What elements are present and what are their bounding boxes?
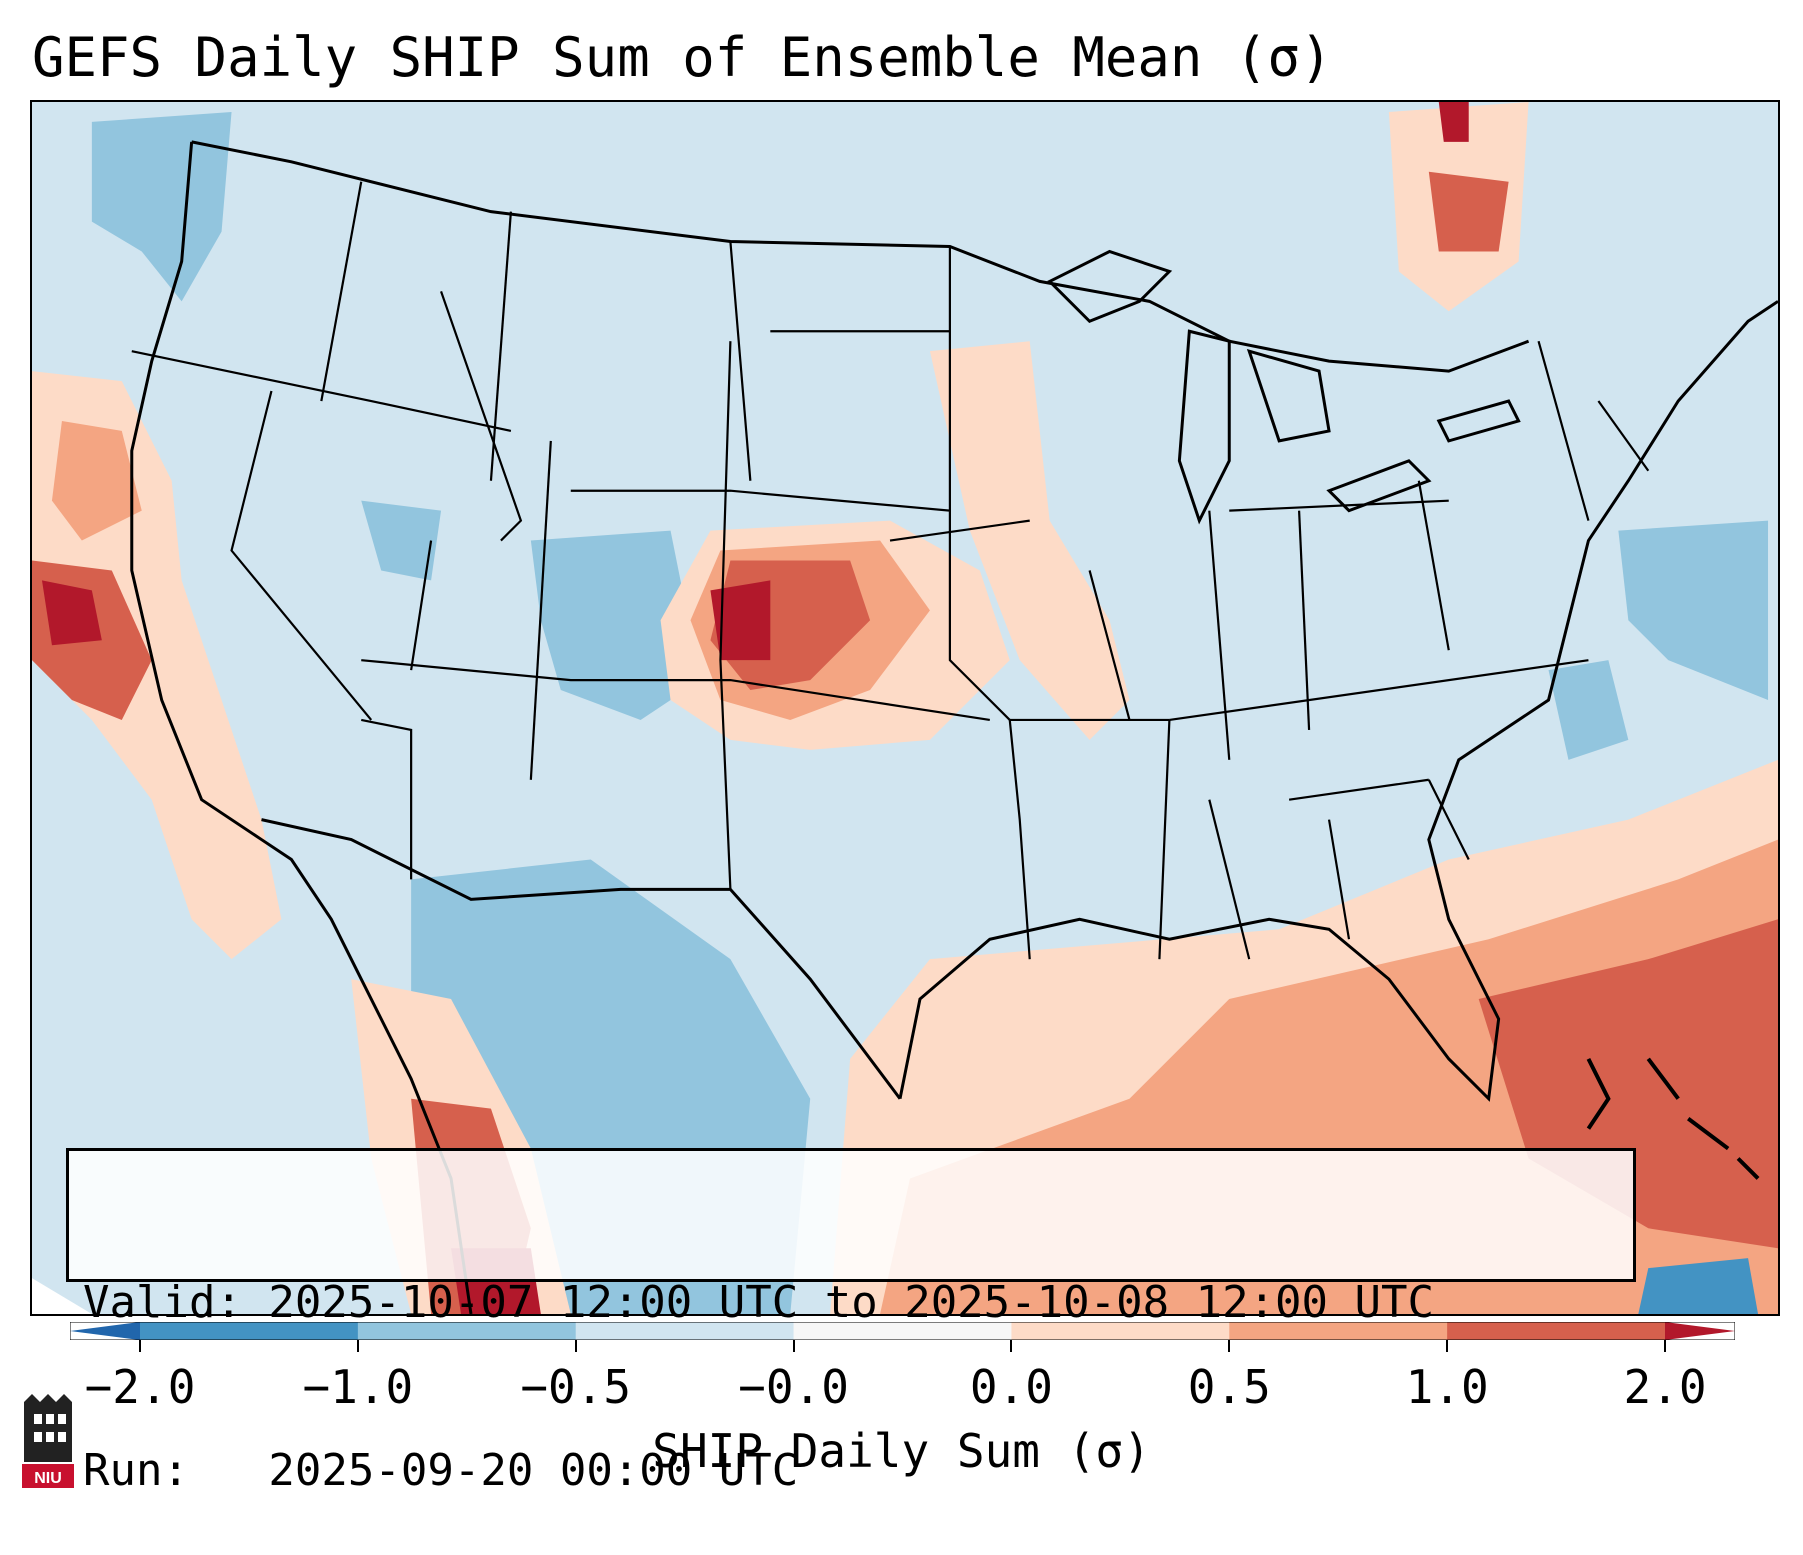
colorbar-bin (70, 1322, 140, 1340)
region-quebec-pos-strong (1428, 171, 1509, 252)
region-pacific-pos-mid (51, 420, 142, 541)
region-quebec-pos-max (1438, 102, 1469, 142)
colorbar-bin (357, 1322, 577, 1340)
logo-badge (22, 1464, 74, 1488)
colorbar-tick-mark (792, 1340, 795, 1352)
colorbar-tick-label: 2.0 (1623, 1360, 1707, 1414)
caribbean-islands (1586, 1057, 1760, 1180)
valid-time-text: Valid: 2025-10-07 12:00 UTC to 2025-10-0… (83, 1277, 1435, 1328)
chart-title: GEFS Daily SHIP Sum of Ensemble Mean (σ) (32, 26, 1333, 89)
colorbar-tick-mark (1010, 1340, 1013, 1352)
lake-michigan (1177, 329, 1231, 525)
map-svg (32, 102, 1778, 1314)
map-frame (30, 100, 1780, 1316)
colorbar-tick-mark (1228, 1340, 1231, 1352)
colorbar-tick-mark (356, 1340, 359, 1352)
colorbar-tick-mark (139, 1340, 141, 1352)
colorbar-tick-label: 0.0 (969, 1360, 1053, 1414)
colorbar-label: SHIP Daily Sum (σ) (652, 1424, 1151, 1478)
run-time-text: Run: 2025-09-20 00:00 UTC (83, 1445, 799, 1496)
colorbar (70, 1322, 1735, 1340)
colorbar-bin (1011, 1322, 1230, 1340)
coastline-west (130, 141, 473, 1314)
region-caribbean-negative (1638, 1258, 1759, 1314)
colorbar-tick-label: −1.0 (302, 1360, 414, 1414)
colorbar-bin (793, 1322, 1012, 1340)
border-us-canada (191, 140, 1530, 373)
logo-tower-icon (24, 1394, 72, 1462)
colorbar-tick-mark (574, 1340, 577, 1352)
colorbar-tick-label: −2.0 (84, 1360, 196, 1414)
region-utah-negative (361, 500, 442, 581)
colorbar-tick-mark (1446, 1340, 1449, 1352)
geography-lines (130, 140, 1778, 1314)
lake-ontario (1436, 399, 1521, 443)
logo-text: NIU (34, 1470, 62, 1487)
colorbar-bin (1665, 1322, 1735, 1340)
colorbar-tick-label: 1.0 (1405, 1360, 1489, 1414)
lake-erie (1326, 459, 1432, 513)
lake-huron (1246, 348, 1331, 443)
colorbar-tick-label: 0.5 (1187, 1360, 1271, 1414)
colorbar-tick-label: −0.5 (520, 1360, 632, 1414)
colorbar-bin (1229, 1322, 1448, 1340)
region-pacific-pos-max (41, 580, 102, 646)
region-plains-pos-max (710, 580, 771, 661)
colorbar-bin (140, 1322, 359, 1340)
region-nw-negative (91, 111, 232, 302)
colorbar-bin (1447, 1322, 1666, 1340)
validity-info-box: Valid: 2025-10-07 12:00 UTC to 2025-10-0… (66, 1148, 1636, 1496)
colorbar-bins (70, 1322, 1735, 1340)
region-atlantic-negative (1618, 520, 1769, 701)
region-midwest-pos (929, 341, 1130, 740)
colorbar-bin (575, 1322, 795, 1340)
coastline-gulf-atlantic (898, 300, 1778, 1102)
state-borders (131, 181, 1650, 960)
region-colorado-negative (530, 530, 701, 720)
colorbar-tick-mark (1664, 1340, 1666, 1352)
border-us-mexico (261, 818, 902, 1100)
niu-logo: NIU (22, 1394, 74, 1488)
region-atlantic-negative-2 (1548, 660, 1629, 760)
lake-superior (1047, 249, 1173, 324)
colorbar-tick-label: −0.0 (738, 1360, 849, 1414)
